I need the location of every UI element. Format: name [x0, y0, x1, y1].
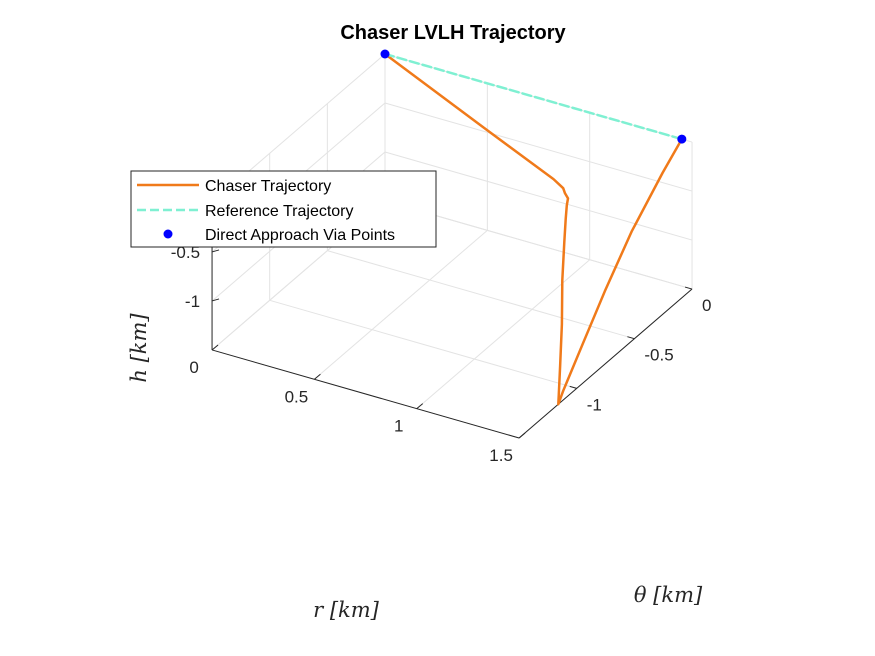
via-point-marker: [677, 134, 687, 144]
y-tick-label: 0: [702, 296, 711, 315]
x-tick-label: 0.5: [285, 387, 309, 406]
reference-trajectory-line: [383, 52, 684, 141]
chart-title: Chaser LVLH Trajectory: [340, 22, 566, 44]
legend-label-reference: Reference Trajectory: [205, 203, 354, 220]
z-axis-label: h [km]: [127, 313, 151, 383]
via-point-marker: [380, 49, 390, 59]
x-tick-mark: [518, 432, 526, 439]
y-tick-mark: [684, 286, 693, 290]
x-tick-mark: [416, 403, 424, 410]
series-layer: [380, 49, 687, 406]
y-tick-label: -0.5: [644, 346, 673, 365]
legend-label-chaser: Chaser Trajectory: [205, 178, 331, 195]
grid-line: [416, 259, 591, 410]
legend-label-via-points: Direct Approach Via Points: [205, 227, 395, 244]
grid-line: [384, 151, 693, 241]
grid-line: [327, 250, 635, 340]
chaser-trajectory-line: [383, 52, 684, 406]
x-axis-label: r [km]: [313, 598, 380, 622]
z-tick-label: -1: [185, 292, 200, 311]
x-axis-line: [211, 349, 520, 439]
x-tick-label: 1.5: [489, 446, 513, 465]
y-axis-label: θ [km]: [634, 583, 703, 607]
legend: Chaser Trajectory Reference Trajectory D…: [130, 170, 437, 248]
y-tick-mark: [627, 336, 635, 340]
x-tick-mark: [314, 373, 321, 380]
y-tick-label: -1: [587, 395, 602, 414]
grid-line: [314, 229, 488, 380]
grid-line: [384, 102, 693, 192]
x-tick-mark: [211, 344, 219, 351]
grid-line: [269, 299, 577, 389]
x-tick-label: 1: [394, 417, 403, 436]
y-axis-line: [518, 288, 693, 439]
legend-swatch-via-points: [163, 229, 173, 239]
x-tick-label: 0: [189, 358, 198, 377]
z-tick-mark: [211, 298, 220, 302]
y-tick-mark: [569, 385, 577, 389]
z-tick-label: -0.5: [171, 243, 200, 262]
z-tick-mark: [211, 249, 220, 253]
